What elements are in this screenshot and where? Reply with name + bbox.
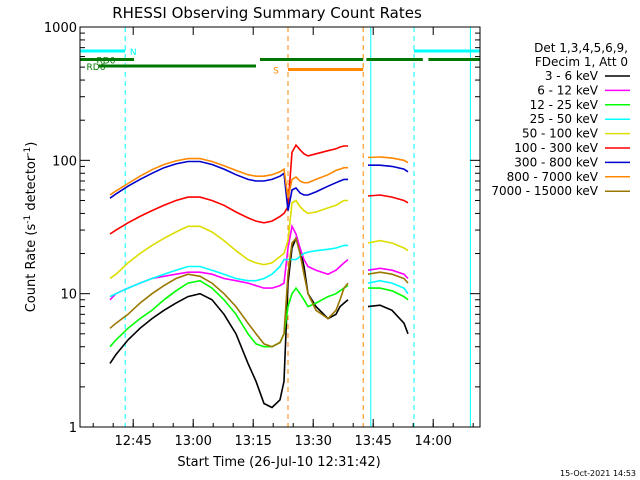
series-line-7-1 bbox=[367, 156, 409, 164]
y-tick-label-2: 100 bbox=[52, 154, 77, 169]
y-axis: 1 10 100 1000 bbox=[44, 21, 480, 436]
series-line-1-0 bbox=[109, 223, 349, 301]
series-line-3-1 bbox=[367, 279, 409, 295]
legend-label-7: 800 - 7000 keV bbox=[507, 170, 599, 184]
legend-header-0: Det 1,3,4,5,6,9, bbox=[534, 41, 628, 55]
timestamp: 15-Oct-2021 14:53 bbox=[560, 469, 636, 478]
series-line-5-0 bbox=[109, 143, 348, 235]
legend-label-3: 25 - 50 keV bbox=[530, 112, 599, 126]
flag-label-rd0: RD0 bbox=[97, 57, 116, 67]
series-line-0-1 bbox=[367, 304, 409, 335]
series-line-1-1 bbox=[367, 267, 409, 280]
series-line-6-1 bbox=[368, 164, 409, 173]
x-axis: 12:45 13:00 13:15 13:30 13:45 14:00 bbox=[92, 27, 474, 449]
x-tick-label-3: 13:30 bbox=[294, 434, 331, 449]
legend-label-6: 300 - 800 keV bbox=[514, 155, 598, 169]
y-tick-label-1: 10 bbox=[60, 288, 77, 303]
series-line-3-0 bbox=[109, 244, 348, 298]
series-line-4-0 bbox=[109, 199, 348, 280]
series-line-6-0 bbox=[109, 160, 348, 211]
legend-label-0: 3 - 6 keV bbox=[545, 69, 599, 83]
x-tick-label-5: 14:00 bbox=[414, 434, 451, 449]
legend-label-8: 7000 - 15000 keV bbox=[491, 184, 598, 198]
series-line-8-0 bbox=[109, 236, 349, 348]
plot-frame bbox=[79, 26, 481, 428]
legend-label-4: 50 - 100 keV bbox=[522, 127, 599, 141]
x-tick-label-4: 13:45 bbox=[354, 434, 391, 449]
x-tick-label-0: 12:45 bbox=[114, 434, 151, 449]
series-line-5-1 bbox=[367, 194, 409, 204]
series-line-2-0 bbox=[109, 279, 349, 348]
y-tick-label-3: 1000 bbox=[44, 21, 77, 36]
legend: Det 1,3,4,5,6,9,FDecim 1, Att 03 - 6 keV… bbox=[491, 41, 630, 198]
series-line-0-0 bbox=[109, 236, 349, 409]
legend-label-1: 6 - 12 keV bbox=[537, 83, 599, 97]
legend-header-1: FDecim 1, Att 0 bbox=[535, 55, 628, 69]
flag-label-rd6: RD6 bbox=[87, 63, 106, 73]
y-axis-label-exp2: -1 bbox=[23, 147, 33, 156]
flag-label-s: S bbox=[273, 67, 279, 77]
x-axis-label: Start Time (26-Jul-10 12:31:42) bbox=[177, 455, 380, 470]
legend-label-5: 100 - 300 keV bbox=[514, 141, 598, 155]
x-tick-label-1: 13:00 bbox=[174, 434, 211, 449]
flag-label-n: N bbox=[130, 48, 137, 58]
y-axis-label: Count Rate (s-1 detector-1) bbox=[23, 142, 39, 313]
series-line-2-1 bbox=[368, 287, 409, 301]
y-tick-label-0: 1 bbox=[69, 421, 77, 436]
series-line-4-1 bbox=[367, 239, 409, 252]
series-line-7-0 bbox=[109, 157, 348, 199]
chart-title: RHESSI Observing Summary Count Rates bbox=[112, 4, 422, 22]
x-tick-label-2: 13:15 bbox=[234, 434, 271, 449]
series-line-8-1 bbox=[367, 271, 409, 284]
legend-label-2: 12 - 25 keV bbox=[530, 98, 599, 112]
y-axis-label-exp1: -1 bbox=[23, 215, 33, 224]
